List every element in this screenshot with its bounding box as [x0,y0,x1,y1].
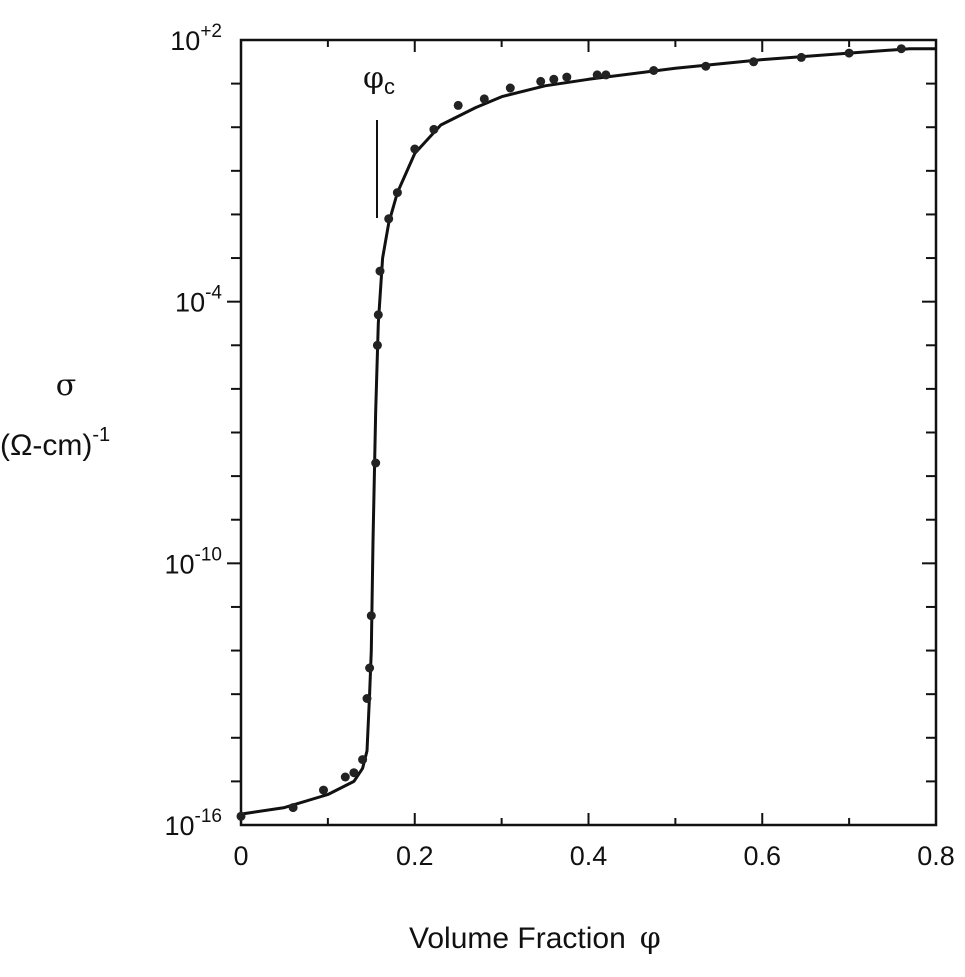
axis-ticks [227,40,937,825]
data-point [453,100,463,110]
data-point [375,266,385,276]
data-point [536,76,546,86]
y-axis-unit: (Ω-cm)-1 [0,424,110,462]
data-point [236,811,246,821]
x-tick-label: 0.6 [743,841,781,871]
data-point [319,785,328,795]
phi-c-symbol: φ [363,61,384,96]
data-point [649,66,659,75]
data-point [373,310,383,320]
data-point [384,214,394,224]
x-tick-labels: 0 0.2 0.4 0.6 0.8 [233,841,954,871]
data-point [365,663,375,673]
plot-frame [239,38,938,827]
phi-c-label: φc [363,61,395,99]
data-point [340,772,350,782]
data-point [372,340,382,350]
data-point [549,74,559,84]
data-point [749,57,759,67]
data-point [392,188,402,198]
data-point [288,803,298,813]
y-tick-label: 10-16 [164,806,222,841]
fit-curve [240,47,936,816]
data-point [479,94,489,104]
y-axis-symbol: σ [56,368,76,403]
x-axis-title: Volume Fraction φ [409,921,661,956]
data-point [362,694,372,703]
x-tick-label: 0.2 [396,841,434,871]
data-point [796,52,806,62]
data-point [505,83,515,93]
data-point [701,61,711,71]
y-tick-label: 10-10 [164,544,222,579]
series-layer [236,44,936,821]
y-axis-unit-base: (Ω-cm) [0,429,92,462]
data-point [349,768,359,778]
x-tick-label: 0 [233,841,248,871]
data-point [592,70,602,80]
x-axis-title-text: Volume Fraction [409,922,626,955]
data-point [410,144,420,154]
data-point [371,458,381,468]
x-tick-label: 0.4 [570,841,608,871]
y-tick-labels: 10-16 10-10 10-4 10+2 [164,21,222,841]
plot-area [239,38,938,827]
data-point [601,70,611,80]
y-tick-label: 10-4 [175,283,222,318]
y-axis-unit-exponent: -1 [92,424,110,446]
data-point [844,48,854,58]
y-tick-label: 10+2 [170,21,222,56]
data-point [358,755,368,765]
data-point [562,72,572,82]
phi-c-subscript: c [384,74,395,99]
data-point [896,44,906,54]
x-tick-label: 0.8 [917,841,955,871]
data-point [429,124,439,134]
phi-c-annotation: φc [363,61,395,218]
x-axis-title-symbol: φ [640,921,661,956]
data-point [366,611,376,621]
